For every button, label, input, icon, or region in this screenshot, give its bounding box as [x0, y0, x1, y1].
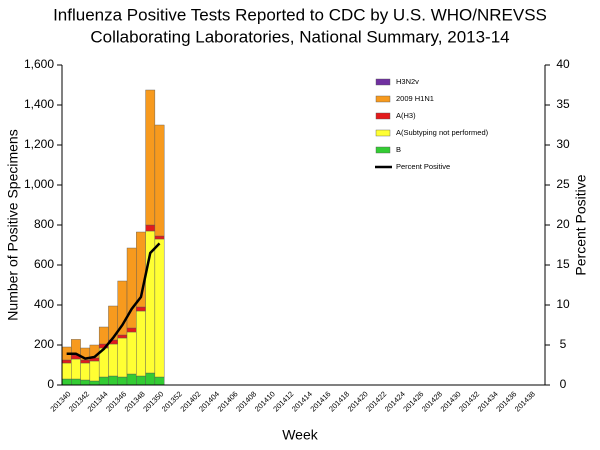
y-tick-label: 400 — [34, 297, 54, 311]
bar-segment — [126, 327, 137, 333]
chart-title: Influenza Positive Tests Reported to CDC… — [53, 5, 547, 24]
bar-segment — [154, 238, 165, 378]
bar-segment — [136, 306, 146, 312]
y-tick-label: 1,000 — [24, 177, 54, 191]
bar-segment — [136, 310, 146, 377]
y-tick-label: 800 — [34, 217, 54, 231]
legend-swatch — [375, 78, 391, 86]
bar-segment — [154, 376, 165, 386]
y-tick-label: 1,200 — [24, 137, 54, 151]
x-axis-label: Week — [282, 427, 319, 443]
y-axis-label: Number of Positive Specimens — [5, 129, 21, 320]
bar-segment — [145, 89, 156, 226]
y2-tick-label: 35 — [556, 97, 570, 111]
bar-segment — [108, 375, 118, 386]
y2-tick-label: 25 — [556, 177, 570, 191]
bar-segment — [61, 378, 72, 386]
y2-tick-label: 10 — [556, 297, 570, 311]
y-tick-label: 0 — [47, 377, 54, 391]
y2-tick-label: 15 — [556, 257, 570, 271]
bar-segment — [126, 373, 137, 386]
y-tick-label: 1,600 — [24, 57, 54, 71]
line — [66, 242, 161, 360]
chart-title: Collaborating Laboratories, National Sum… — [90, 27, 509, 46]
legend-label: Percent Positive — [396, 162, 450, 171]
legend-label: 2009 H1N1 — [396, 94, 434, 103]
bar-segment — [61, 359, 72, 364]
y2-tick-label: 30 — [556, 137, 570, 151]
y2-tick-label: 20 — [556, 217, 570, 231]
y-tick-label: 600 — [34, 257, 54, 271]
bar-segment — [117, 337, 128, 378]
bar-segment — [71, 358, 81, 380]
y2-tick-label: 0 — [560, 377, 567, 391]
bar-segment — [145, 372, 156, 386]
bar-segment — [89, 380, 100, 386]
x-tick-label: 201438 — [513, 389, 537, 413]
y2-axis-label: Percent Positive — [573, 174, 589, 275]
y2-tick-label: 40 — [556, 57, 570, 71]
bar-segment — [136, 375, 146, 386]
bar-segment — [154, 124, 165, 237]
legend-label: B — [396, 145, 401, 154]
legend-swatch — [375, 146, 391, 154]
bar-segment — [145, 224, 156, 232]
legend-label: H3N2v — [396, 77, 419, 86]
legend-label: A(H3) — [396, 111, 416, 120]
bar-segment — [98, 376, 109, 386]
bar-segment — [98, 326, 109, 345]
bar-segment — [126, 331, 137, 375]
bar-segment — [89, 360, 100, 382]
bar-segment — [117, 376, 128, 386]
legend-label: A(Subtyping not performed) — [396, 128, 489, 137]
bar-segment — [80, 379, 91, 386]
legend-swatch — [375, 95, 391, 103]
bar-segment — [80, 359, 91, 364]
bar-segment — [154, 235, 165, 240]
bar-segment — [117, 334, 128, 339]
bar-segment — [61, 362, 72, 380]
bar-segment — [108, 343, 118, 377]
y-tick-label: 1,400 — [24, 97, 54, 111]
legend-swatch — [375, 112, 391, 120]
y2-tick-label: 5 — [560, 337, 567, 351]
bar-segment — [71, 378, 81, 386]
y-tick-label: 200 — [34, 337, 54, 351]
bar-segment — [80, 362, 91, 381]
legend-swatch — [375, 129, 391, 137]
